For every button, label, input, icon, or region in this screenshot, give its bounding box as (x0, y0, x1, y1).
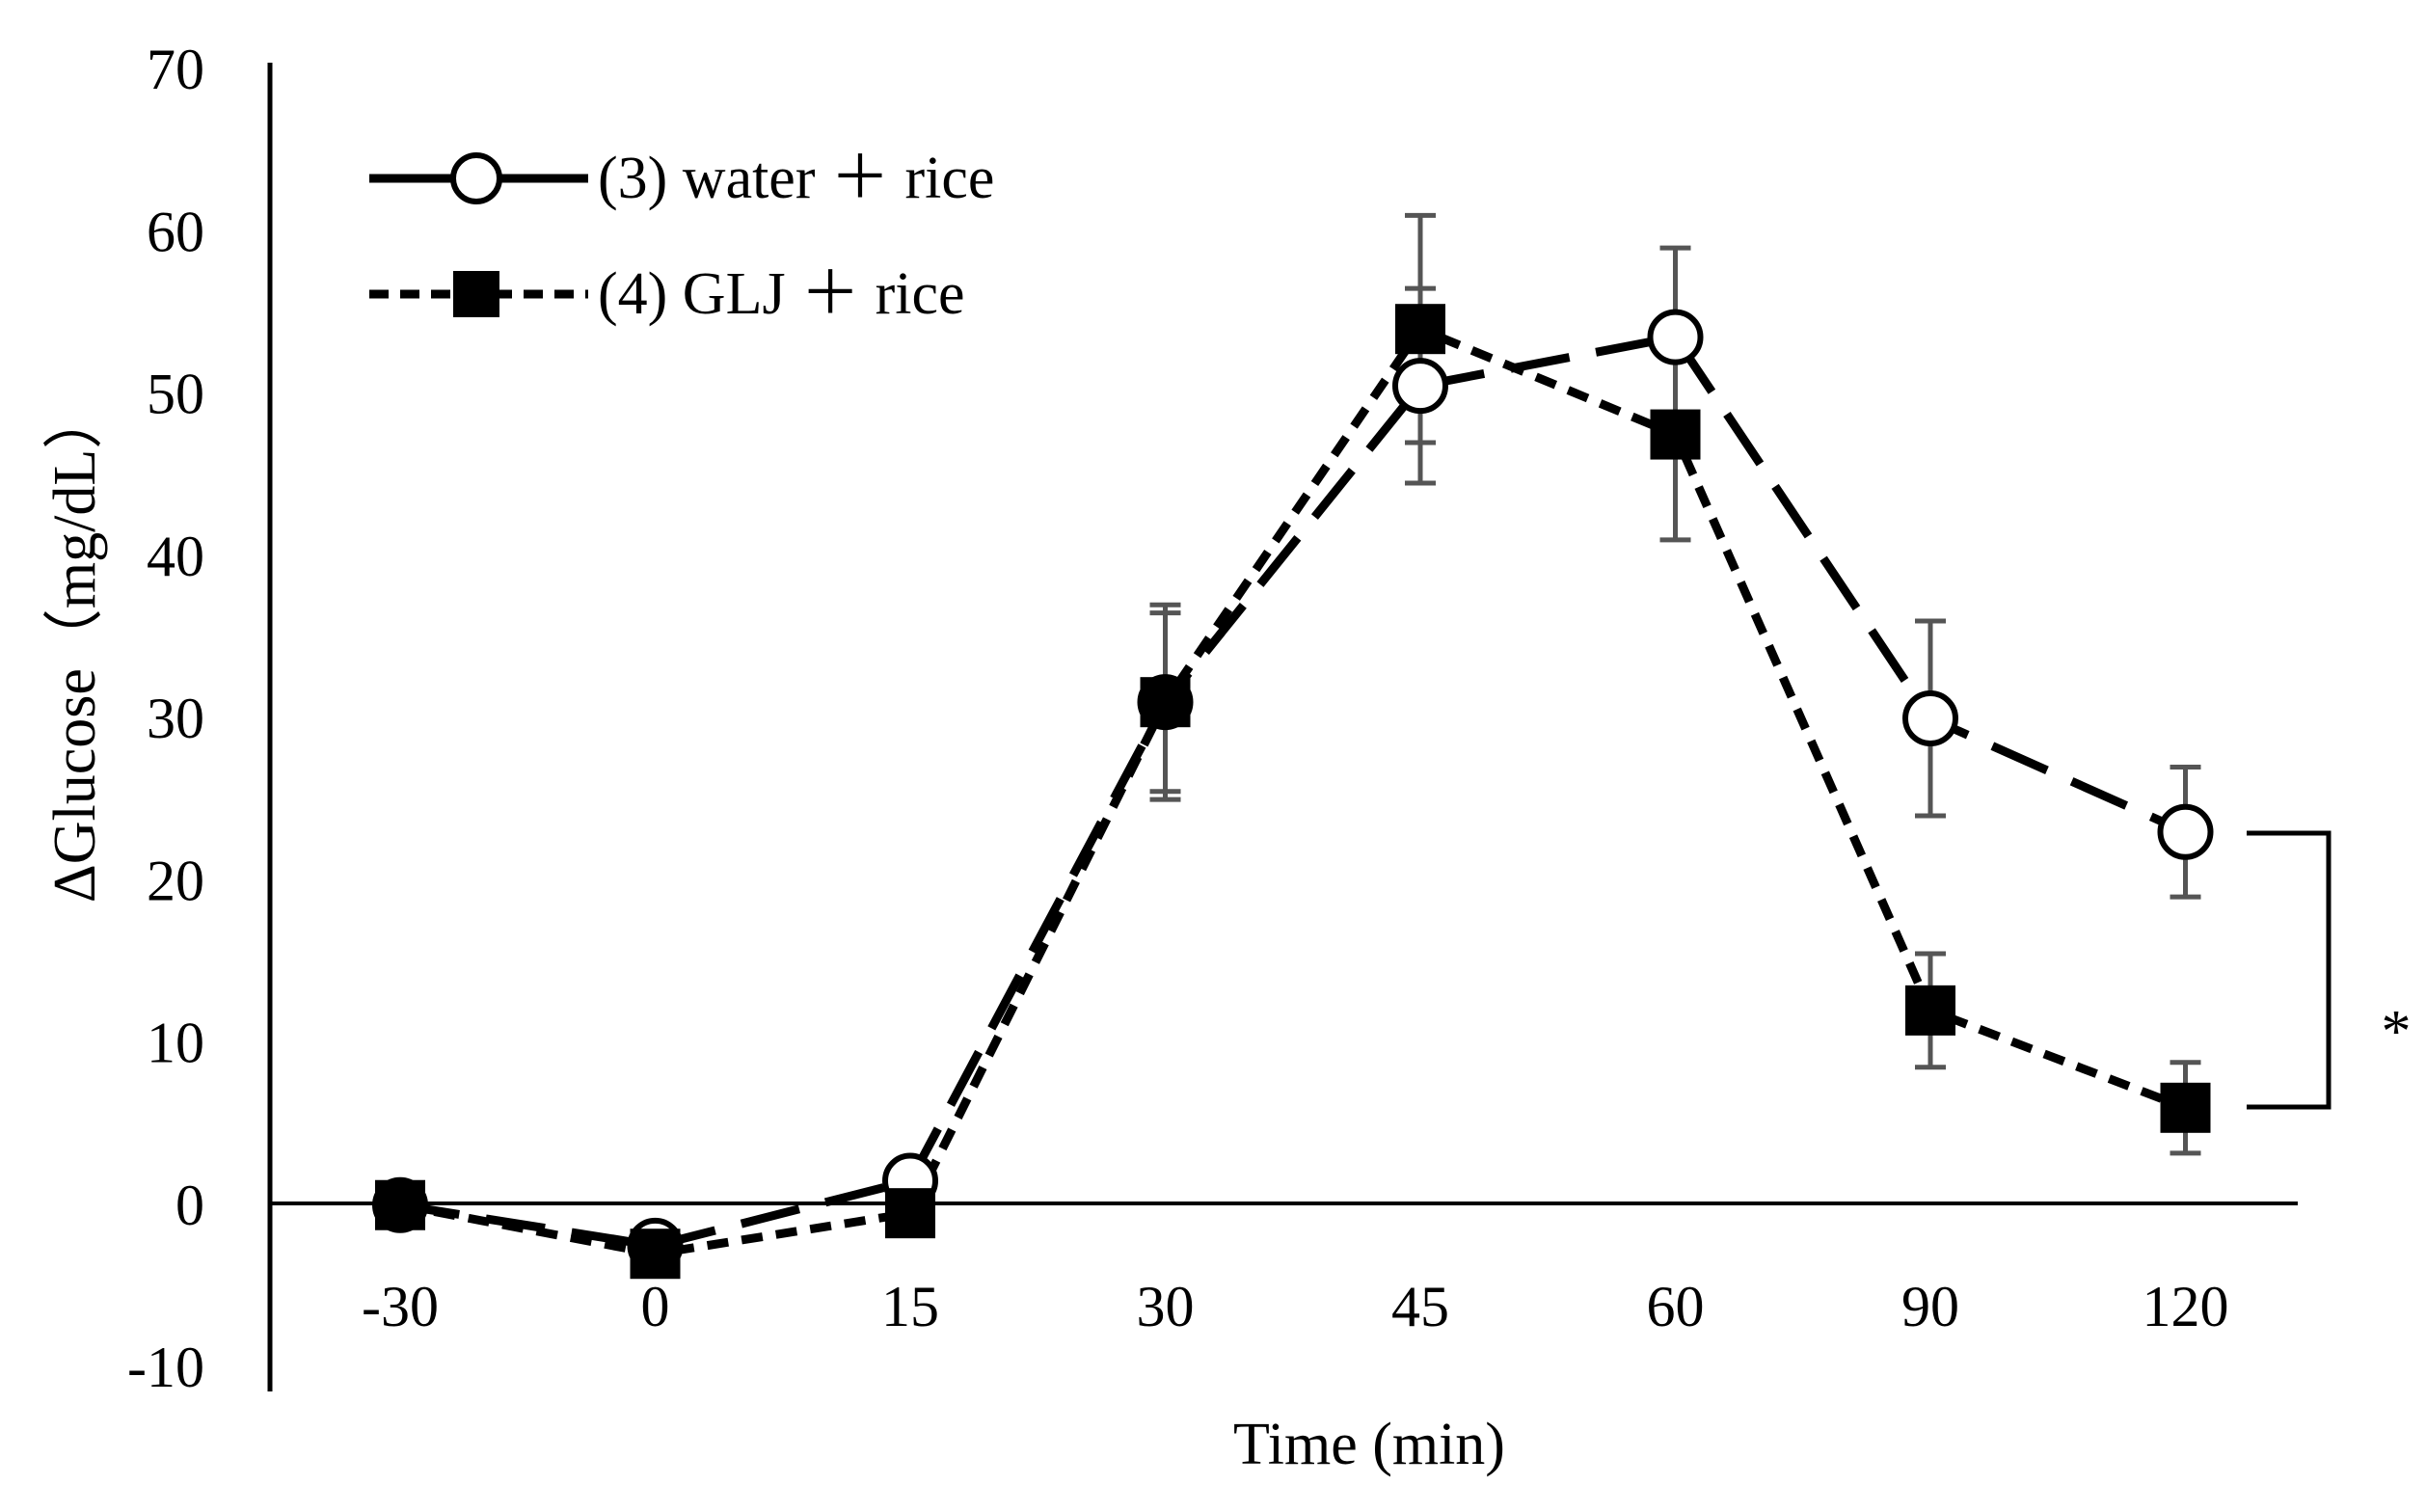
x-tick-label: 0 (641, 1275, 670, 1338)
legend-label-glj-rice: (4) GLJ ＋ rice (598, 261, 964, 327)
data-point-glj-rice (2160, 1082, 2211, 1133)
significance-bracket: * (2247, 830, 2412, 1110)
series-layer (372, 212, 2214, 1280)
x-tick-label: -30 (362, 1275, 439, 1338)
data-point-water-rice (1647, 309, 1704, 365)
y-tick-label: 50 (147, 363, 204, 426)
markers-glj-rice (375, 304, 2211, 1280)
data-point-glj-rice (1905, 985, 1955, 1036)
data-point-glj-rice (885, 1188, 935, 1239)
markers-water-rice (372, 309, 2214, 1274)
legend-marker-water-rice (450, 152, 502, 204)
x-tick-label: 30 (1137, 1275, 1195, 1338)
y-tick-label: 70 (147, 38, 204, 101)
y-tick-label: 60 (147, 200, 204, 263)
y-tick-label: 20 (147, 849, 204, 912)
data-point-glj-rice (1140, 677, 1191, 728)
y-tick-label: -10 (127, 1336, 204, 1399)
y-tick-labels: 70 60 50 40 30 20 10 0 -10 (127, 38, 204, 1399)
significance-asterisk: * (2382, 999, 2412, 1065)
legend-item-water-rice: (3) water ＋ rice (369, 146, 994, 211)
data-point-water-rice (1902, 690, 1958, 746)
data-point-glj-rice (630, 1228, 681, 1280)
x-axis-label: Time (min) (1233, 1412, 1505, 1477)
legend-item-glj-rice: (4) GLJ ＋ rice (369, 261, 964, 327)
y-tick-label: 30 (147, 687, 204, 750)
legend-marker-glj-rice (453, 271, 499, 317)
x-tick-labels: -30 0 15 30 45 60 90 120 (362, 1275, 2228, 1338)
x-tick-label: 45 (1391, 1275, 1449, 1338)
series-line-water-rice (399, 333, 2188, 1251)
y-tick-label: 40 (147, 525, 204, 588)
y-tick-label: 10 (147, 1012, 204, 1075)
legend-label-water-rice: (3) water ＋ rice (598, 146, 994, 211)
legend: (3) water ＋ rice (4) GLJ ＋ rice (369, 146, 994, 327)
y-axis-label: ΔGlucose（mg/dL） (42, 390, 108, 903)
data-point-water-rice (1392, 358, 1448, 415)
x-tick-label: 60 (1647, 1275, 1705, 1338)
x-tick-label: 120 (2143, 1275, 2229, 1338)
series-line-glj-rice (399, 324, 2188, 1258)
x-tick-label: 15 (881, 1275, 939, 1338)
data-point-glj-rice (1650, 409, 1701, 460)
y-tick-label: 0 (175, 1174, 204, 1237)
x-tick-label: 90 (1901, 1275, 1959, 1338)
data-point-water-rice (2157, 803, 2214, 860)
data-point-glj-rice (1395, 304, 1445, 355)
significance-bracket-line (2247, 830, 2332, 1110)
data-point-glj-rice (375, 1179, 425, 1230)
